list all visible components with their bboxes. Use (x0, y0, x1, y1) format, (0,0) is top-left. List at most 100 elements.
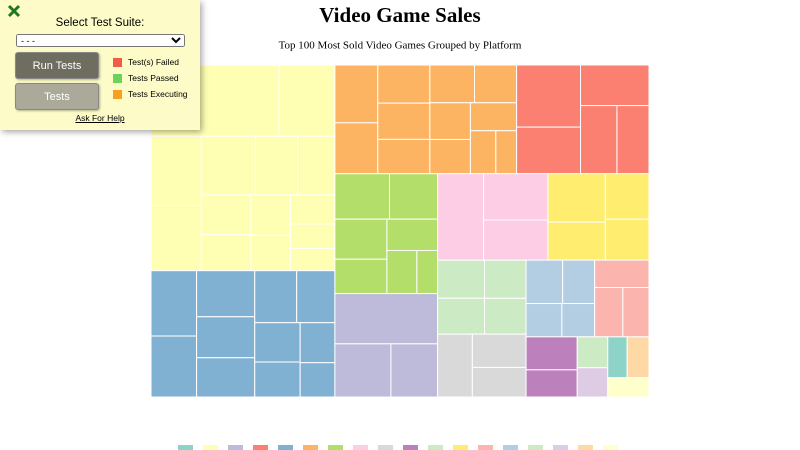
status-legend-item: Tests Passed (113, 73, 179, 83)
panel-title: Select Test Suite: (55, 17, 145, 29)
treemap-cell (562, 259, 596, 305)
treemap-cell (250, 194, 291, 236)
treemap-cell (576, 336, 609, 369)
treemap-cell (437, 333, 473, 398)
legend-swatch (378, 445, 393, 450)
treemap-cell (594, 259, 650, 289)
treemap-cell (200, 194, 252, 236)
treemap-cell (278, 64, 336, 137)
legend-swatch (553, 445, 568, 450)
legend-swatch (478, 445, 493, 450)
treemap-cell (297, 135, 336, 196)
test-panel: Select Test Suite: - - - Run Tests Tests… (0, 0, 200, 130)
treemap-cell (296, 270, 336, 324)
treemap-cell (525, 369, 578, 398)
treemap-cell (150, 135, 202, 206)
treemap-cell (469, 102, 518, 132)
treemap-cell (334, 258, 388, 295)
legend-swatch (253, 445, 268, 450)
legend-swatch (328, 445, 343, 450)
treemap-cell (150, 204, 202, 272)
treemap-cell (516, 64, 582, 128)
run-tests-button[interactable]: Run Tests (15, 52, 99, 79)
treemap-cell (607, 377, 650, 398)
treemap-cell (516, 126, 582, 175)
treemap-cell (594, 287, 624, 338)
treemap-cell (334, 173, 391, 220)
treemap-cell (626, 336, 650, 379)
treemap-cell (334, 64, 379, 124)
legend-swatch (178, 445, 193, 450)
status-legend-item: Tests Executing (113, 89, 188, 99)
treemap-cell (483, 219, 549, 261)
treemap-cell (377, 64, 431, 104)
legend-swatch (503, 445, 518, 450)
treemap-cell (289, 194, 336, 225)
treemap-cell (150, 335, 198, 398)
treemap-cell (622, 287, 650, 338)
treemap-cell (483, 173, 549, 221)
help-link[interactable]: Ask For Help (75, 113, 125, 123)
status-label: Tests Passed (128, 73, 179, 83)
treemap-cell (437, 297, 486, 335)
treemap-cell (547, 173, 606, 223)
treemap-cell (200, 234, 252, 272)
legend-swatch (453, 445, 468, 450)
treemap-cell (437, 259, 486, 299)
treemap-cell (289, 223, 336, 249)
status-swatch (113, 57, 122, 67)
treemap-cell (299, 362, 336, 398)
treemap-cell (200, 135, 256, 196)
legend-swatch (603, 445, 618, 450)
suite-select[interactable]: - - - (16, 34, 185, 47)
treemap-cell (469, 130, 497, 175)
legend-swatch (303, 445, 318, 450)
treemap-cell (576, 367, 609, 398)
treemap-cell (254, 322, 301, 363)
treemap-cell (580, 105, 618, 175)
treemap-cell (474, 64, 518, 104)
treemap-cell (484, 297, 527, 335)
treemap-cell (196, 316, 256, 359)
close-button[interactable] (7, 4, 21, 18)
treemap-cell (604, 218, 650, 261)
treemap-cell (561, 303, 596, 338)
treemap-cell (390, 343, 439, 398)
treemap-cell (471, 333, 527, 368)
treemap-cell (196, 357, 256, 398)
treemap-cell (386, 249, 418, 295)
legend-swatch (353, 445, 368, 450)
chart-title: Video Game Sales (319, 3, 480, 27)
treemap-cell (150, 270, 198, 337)
legend-swatch (428, 445, 443, 450)
treemap-cell (616, 105, 650, 175)
treemap-cell (484, 259, 527, 299)
treemap-cell (525, 259, 564, 305)
treemap-cell (334, 293, 439, 345)
treemap-cell (607, 336, 628, 379)
treemap-cell (604, 173, 650, 220)
status-label: Tests Executing (128, 89, 188, 99)
tests-button[interactable]: Tests (15, 83, 99, 110)
treemap-cell (334, 343, 392, 398)
treemap-cell (386, 218, 439, 251)
treemap-cell (525, 336, 578, 371)
status-swatch (113, 73, 122, 83)
treemap-cell (334, 218, 388, 260)
treemap-cell (389, 173, 439, 220)
legend-swatch (203, 445, 218, 450)
treemap-cell (437, 173, 485, 261)
treemap-cell (547, 221, 606, 261)
treemap-cell (377, 138, 431, 175)
legend-swatch (578, 445, 593, 450)
legend-swatch (528, 445, 543, 450)
treemap-cell (254, 270, 298, 324)
treemap-cell (580, 64, 650, 107)
treemap-cell (254, 135, 299, 196)
treemap-cell (299, 322, 336, 364)
chart-subtitle: Top 100 Most Sold Video Games Grouped by… (279, 40, 522, 52)
treemap-cell (471, 366, 527, 398)
treemap-cell (377, 102, 431, 140)
treemap-cell (429, 138, 471, 175)
